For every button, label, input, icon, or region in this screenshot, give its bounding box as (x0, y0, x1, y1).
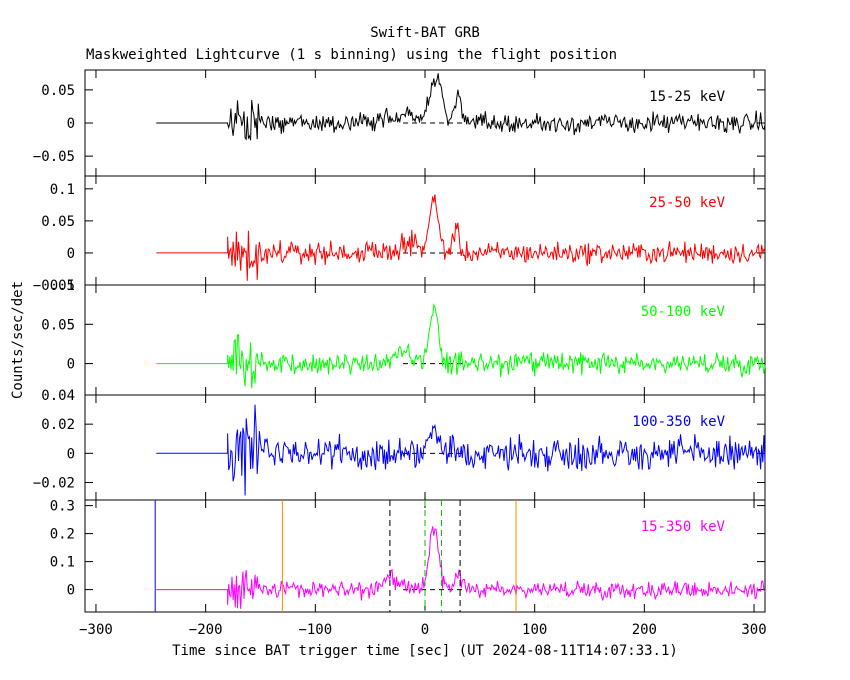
x-tick-label: 100 (522, 622, 547, 638)
band-label: 100-350 keV (632, 414, 725, 430)
chart-title: Swift-BAT GRB (370, 25, 480, 41)
y-tick-label: 0.05 (41, 317, 75, 333)
x-tick-label: 200 (632, 622, 657, 638)
lightcurve-series (156, 526, 766, 609)
y-tick-label: 0.2 (50, 527, 75, 543)
chart-subtitle: Maskweighted Lightcurve (1 s binning) us… (86, 47, 617, 63)
lightcurve-series (156, 194, 766, 281)
x-tick-label: −200 (189, 622, 223, 638)
y-tick-label: 0.3 (50, 499, 75, 515)
band-label: 25-50 keV (649, 195, 725, 211)
x-tick-label: 300 (741, 622, 766, 638)
y-tick-label: −0.02 (33, 476, 75, 492)
y-tick-label: 0 (67, 357, 75, 373)
y-axis-label: Counts/sec/det (10, 281, 26, 399)
y-tick-label: 0.05 (41, 214, 75, 230)
y-tick-label: −0.05 (33, 278, 75, 294)
x-tick-label: −100 (298, 622, 332, 638)
y-tick-label: 0 (67, 446, 75, 462)
panel-frame (84, 175, 766, 286)
y-tick-label: 0 (67, 246, 75, 262)
x-tick-label: −300 (79, 622, 113, 638)
y-tick-label: 0.05 (41, 83, 75, 99)
lightcurve-series (156, 404, 766, 496)
y-tick-label: −0.05 (33, 149, 75, 165)
x-axis-label: Time since BAT trigger time [sec] (UT 20… (172, 643, 678, 659)
y-tick-label: 0.1 (50, 278, 75, 294)
panel-3: 0.04 0.02 0 −0.02 100-350 keV (33, 388, 766, 501)
y-tick-label: 0 (67, 116, 75, 132)
panel-2: 0.1 0.05 0 50-100 keV (41, 278, 766, 396)
lightcurve-series (156, 303, 766, 389)
y-tick-label: 0.1 (50, 555, 75, 571)
lightcurve-series (156, 73, 766, 141)
panel-4: 0.3 0.2 0.1 0 15-350 keV (50, 499, 766, 613)
y-tick-label: 0.1 (50, 182, 75, 198)
y-tick-label: 0 (67, 583, 75, 599)
panel-1: 0.1 0.05 0 −0.05 25-50 keV (33, 175, 766, 294)
x-tick-label: 0 (421, 622, 429, 638)
panels: 0.05 0 −0.05 15-25 keV 0.1 0.05 0 −0.05 25-50 ke… (33, 69, 767, 638)
y-tick-label: 0.02 (41, 417, 75, 433)
panel-frame (84, 284, 766, 396)
y-tick-label: 0.04 (41, 388, 75, 404)
panel-0: 0.05 0 −0.05 15-25 keV (33, 69, 766, 177)
band-label: 50-100 keV (641, 304, 726, 320)
band-label: 15-25 keV (649, 89, 725, 105)
band-label: 15-350 keV (641, 519, 726, 535)
